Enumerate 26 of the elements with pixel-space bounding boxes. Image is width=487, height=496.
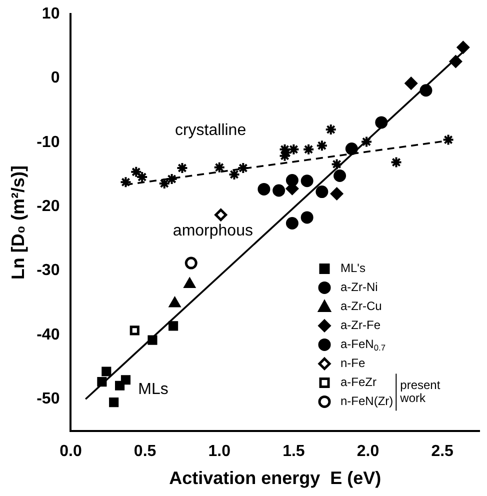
legend-label: a-Zr-Fe xyxy=(340,318,381,332)
x-tick-label: 0.0 xyxy=(60,443,82,460)
annotation: crystalline xyxy=(174,122,246,140)
y-tick-label: -50 xyxy=(36,390,60,408)
legend-label: ML's xyxy=(340,261,366,276)
x-tick-label: 1.0 xyxy=(208,443,231,460)
annotation: present work xyxy=(399,378,441,406)
y-tick-label: -30 xyxy=(36,262,60,280)
y-axis-title: Ln [D₀ (m²/s)] xyxy=(8,166,28,280)
legend-label: a-Zr-Cu xyxy=(340,299,382,314)
x-tick-label: 2.5 xyxy=(431,443,454,460)
y-tick-label: -40 xyxy=(36,326,60,344)
legend-label: a-Zr-Ni xyxy=(340,280,378,294)
legend-label: n-FeN(Zr) xyxy=(340,394,394,408)
annotation: MLs xyxy=(138,380,168,398)
y-tick-label: 10 xyxy=(42,5,60,22)
legend-label: n-Fe xyxy=(340,356,366,370)
y-tick-label: -20 xyxy=(36,198,60,215)
x-axis-title: Activation energy E (eV) xyxy=(169,468,382,488)
x-tick-label: 2.0 xyxy=(356,443,380,460)
x-tick-label: 0.5 xyxy=(134,443,156,460)
y-tick-label: 0 xyxy=(50,70,60,87)
legend-label: a-FeZr xyxy=(340,375,377,390)
y-tick-label: -10 xyxy=(36,134,60,151)
annotation: amorphous xyxy=(172,222,253,240)
x-tick-label: 1.5 xyxy=(282,443,305,460)
